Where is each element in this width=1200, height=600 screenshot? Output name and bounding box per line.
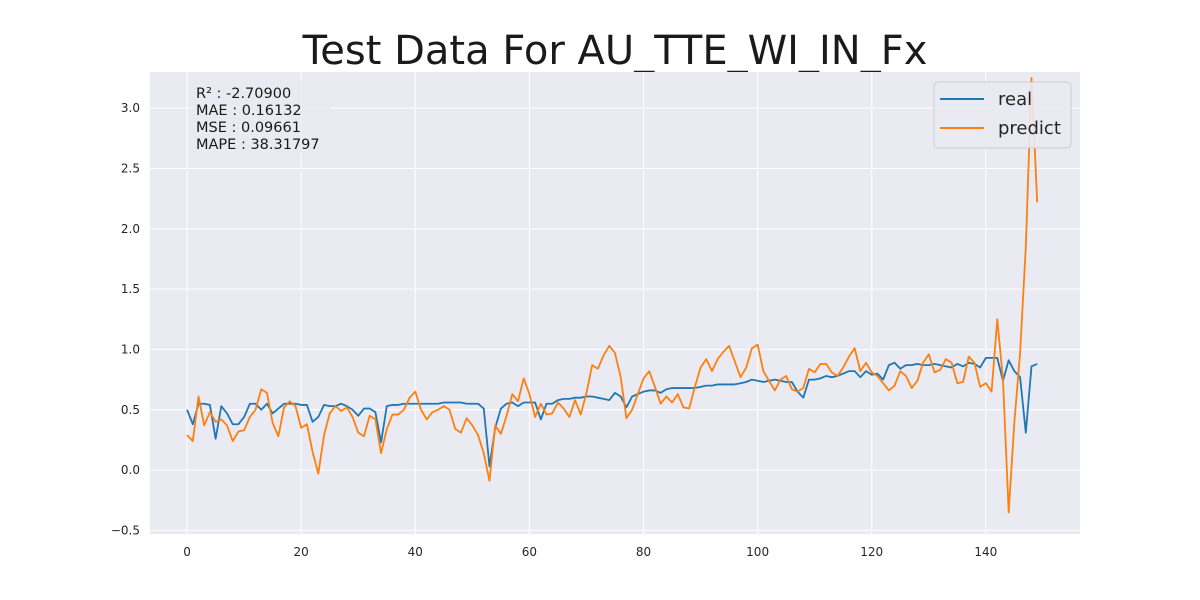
- x-tick-label: 40: [408, 545, 423, 559]
- metric-mse: MSE : 0.09661: [196, 120, 301, 136]
- x-tick-label: 60: [522, 545, 537, 559]
- metrics-box: R² : -2.70900 MAE : 0.16132 MSE : 0.0966…: [193, 80, 330, 154]
- axis-ticks: 0 20 40 60 80 100 120 140 −0.5 0.0 0.5 1.0 1.5 2.0 2.5…: [111, 101, 997, 559]
- y-tick-label: 3.0: [121, 101, 140, 115]
- metric-mae: MAE : 0.16132: [196, 103, 302, 119]
- legend-label-real: real: [998, 89, 1032, 110]
- y-tick-label: 0.5: [121, 403, 140, 417]
- metric-r2: R² : -2.70900: [196, 86, 291, 102]
- metric-mape: MAPE : 38.31797: [196, 137, 320, 153]
- legend: real predict: [933, 81, 1072, 149]
- series-line-predict: [186, 77, 1039, 514]
- y-tick-label: 1.5: [121, 282, 140, 296]
- x-tick-label: 0: [183, 545, 191, 559]
- x-tick-label: 20: [294, 545, 309, 559]
- y-tick-label: 0.0: [121, 463, 140, 477]
- x-tick-label: 120: [860, 545, 883, 559]
- chart-title: Test Data For AU_TTE_WI_IN_Fx: [302, 28, 928, 74]
- y-tick-label: −0.5: [111, 523, 140, 537]
- x-tick-label: 140: [974, 545, 997, 559]
- metrics-box-background: [193, 80, 330, 154]
- x-tick-label: 100: [746, 545, 769, 559]
- series-line-real: [186, 356, 1038, 468]
- y-tick-label: 2.0: [121, 222, 140, 236]
- series-lines: [186, 77, 1039, 514]
- x-tick-label: 80: [636, 545, 651, 559]
- y-tick-label: 1.0: [121, 342, 140, 356]
- legend-label-predict: predict: [998, 118, 1061, 139]
- y-tick-label: 2.5: [121, 162, 140, 176]
- grid: [150, 72, 1080, 534]
